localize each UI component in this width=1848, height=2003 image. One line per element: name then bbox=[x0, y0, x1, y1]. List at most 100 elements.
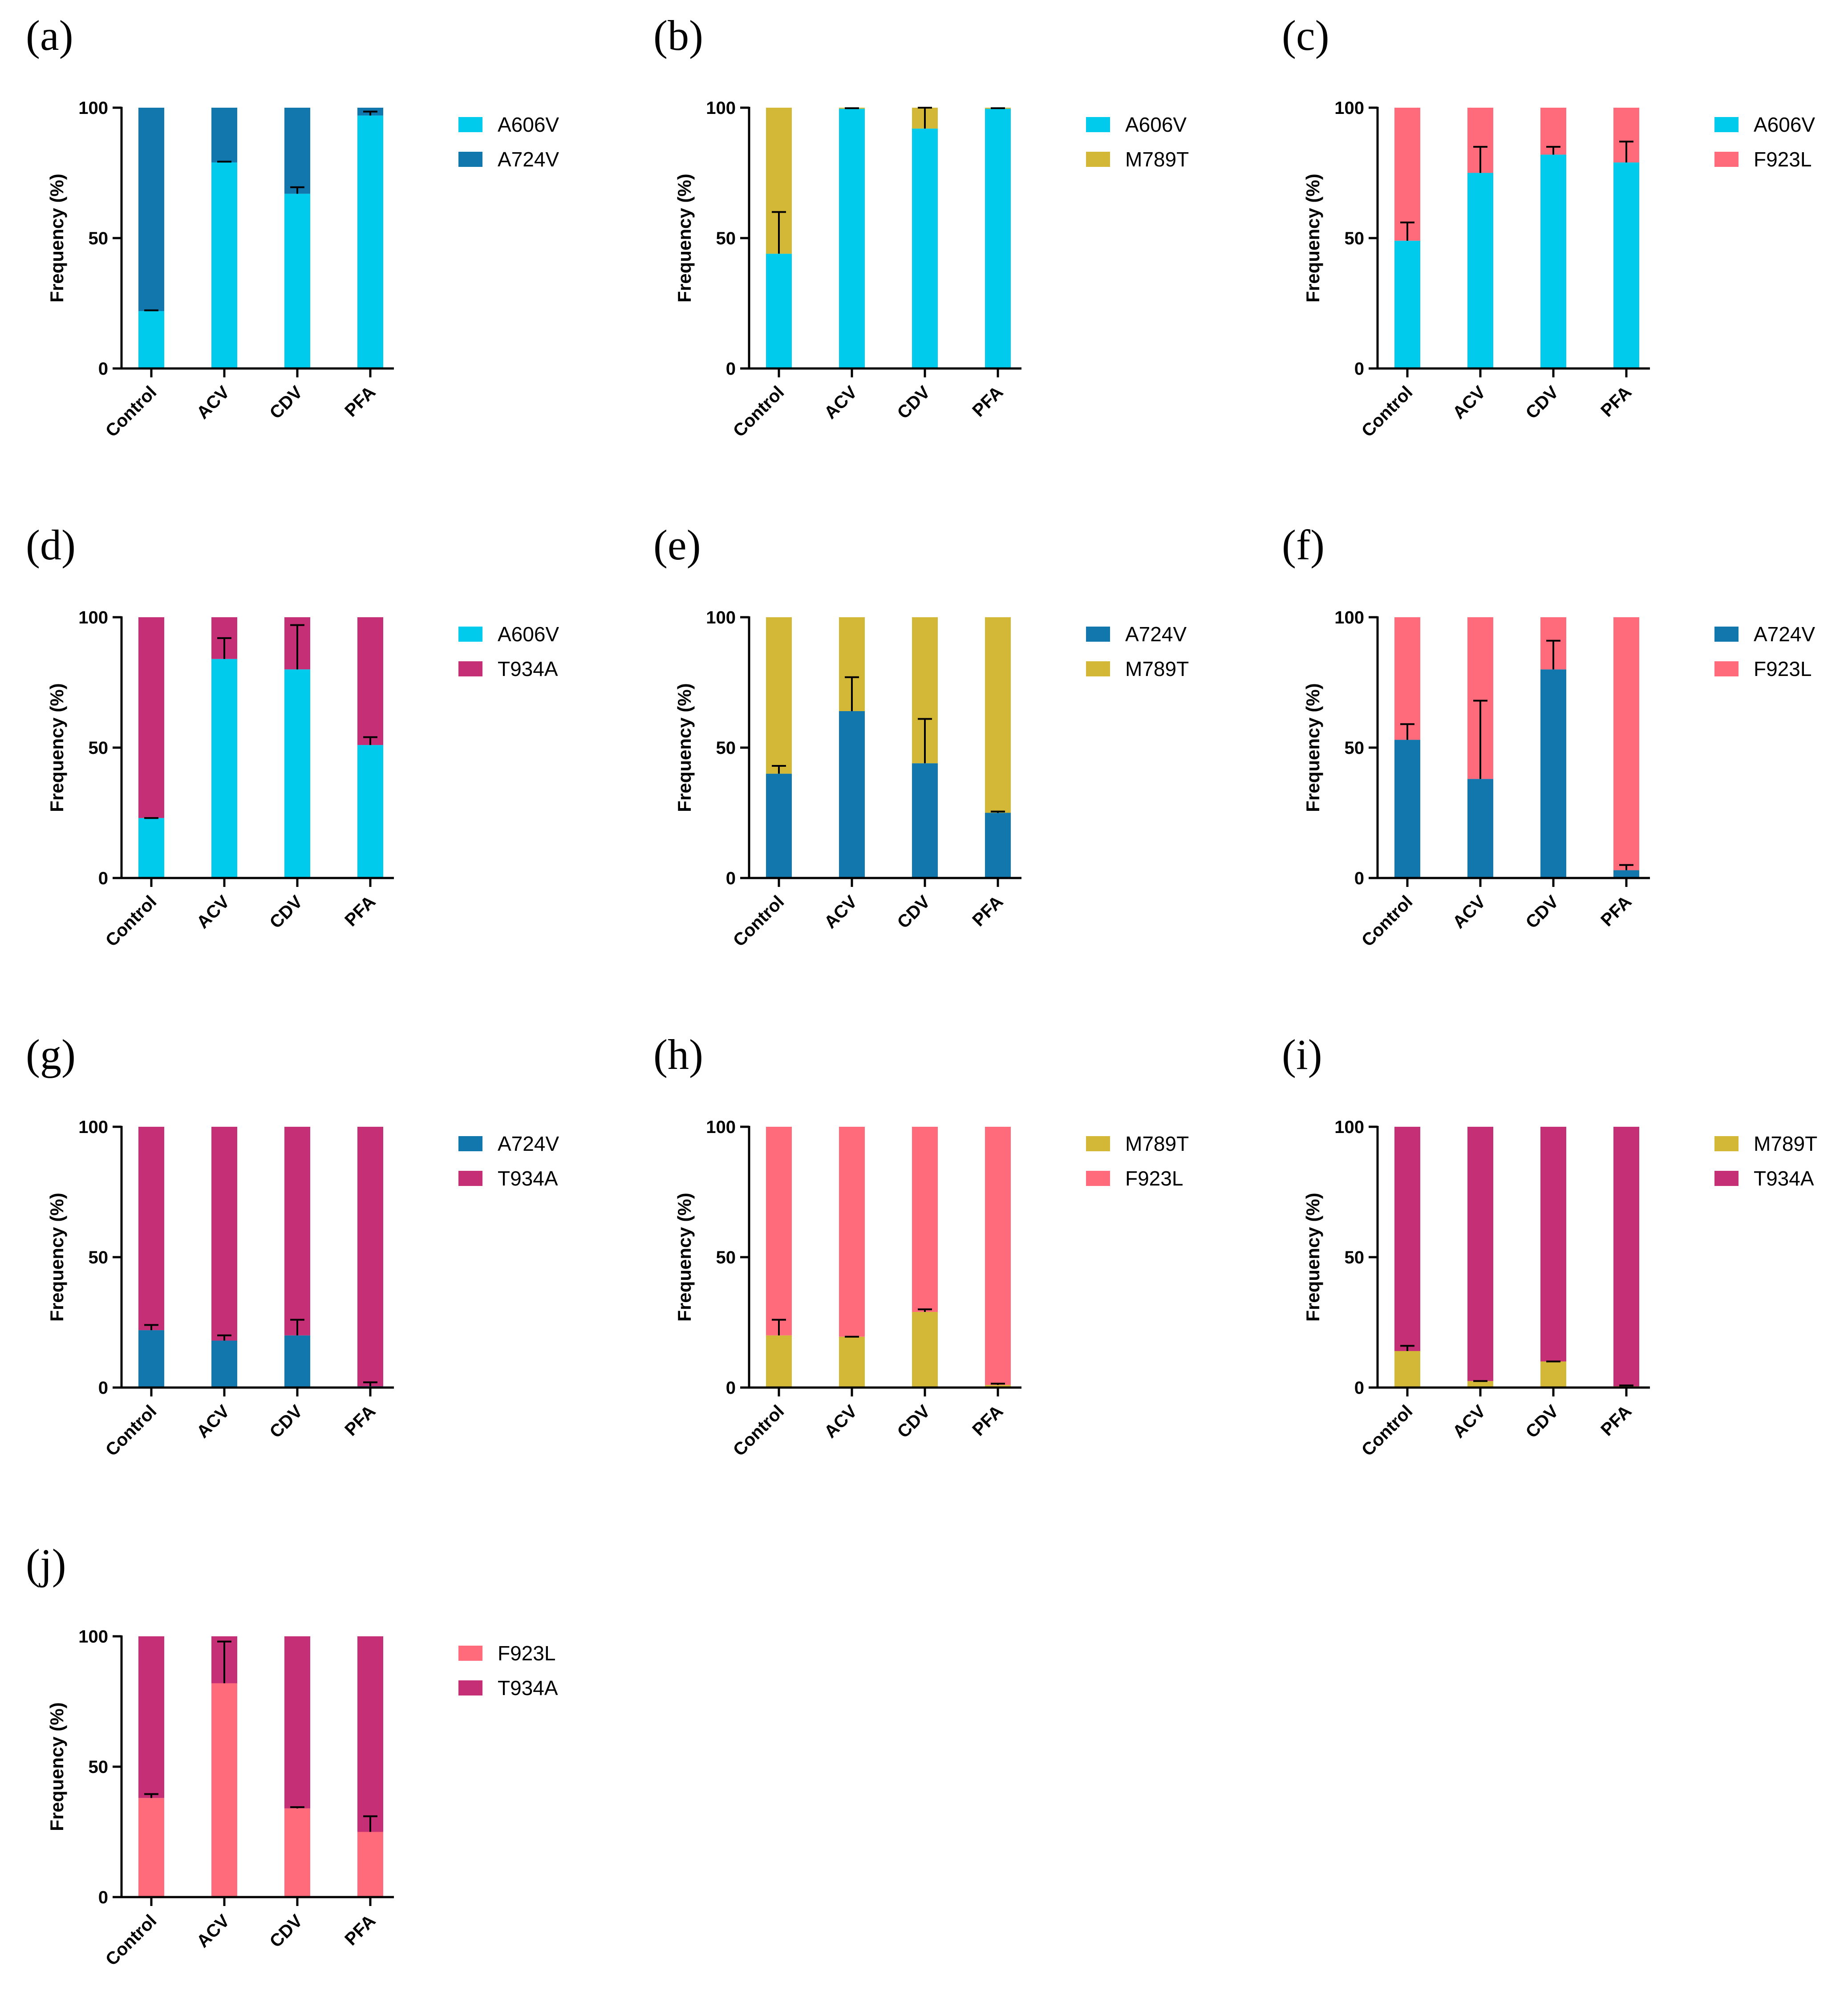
panel-label: (c) bbox=[1282, 12, 1329, 59]
y-tick-label: 50 bbox=[716, 738, 736, 758]
legend-label: A606V bbox=[1125, 113, 1187, 136]
bar-F923L-ACV bbox=[839, 1127, 865, 1337]
y-tick-label: 100 bbox=[1334, 608, 1364, 627]
x-tick-label: CDV bbox=[266, 1401, 307, 1442]
legend-label: A606V bbox=[498, 623, 559, 646]
y-axis-title: Frequency (%) bbox=[46, 683, 67, 812]
legend-swatch bbox=[458, 117, 482, 132]
x-tick-label: PFA bbox=[1597, 382, 1635, 421]
y-axis-title: Frequency (%) bbox=[1302, 683, 1323, 812]
x-tick-label: Control bbox=[102, 382, 161, 441]
bar-F923L-PFA bbox=[985, 1127, 1011, 1385]
bar-A724V-ACV bbox=[211, 1340, 237, 1388]
x-tick-label: PFA bbox=[341, 1911, 379, 1949]
legend-label: T934A bbox=[498, 657, 558, 680]
y-tick-label: 100 bbox=[706, 1117, 736, 1137]
legend-label: M789T bbox=[1125, 148, 1189, 171]
panel-label: (g) bbox=[26, 1031, 76, 1078]
x-tick-label: CDV bbox=[266, 892, 307, 932]
x-tick-label: Control bbox=[102, 1401, 161, 1460]
bar-A606V-CDV bbox=[1540, 154, 1566, 368]
bar-A606V-ACV bbox=[839, 109, 865, 368]
x-tick-label: ACV bbox=[193, 1911, 234, 1951]
y-axis-title: Frequency (%) bbox=[1302, 174, 1323, 302]
x-tick-label: Control bbox=[729, 1401, 788, 1460]
legend-swatch bbox=[458, 152, 482, 167]
legend-label: F923L bbox=[1754, 657, 1812, 680]
chart-panel: (c) 0 50 100 Control ACV CDV PFA Frequency (%) A6… bbox=[1282, 12, 1815, 441]
legend-label: T934A bbox=[498, 1676, 558, 1700]
bar-F923L-CDV bbox=[284, 1808, 310, 1897]
legend-swatch bbox=[458, 627, 482, 642]
x-tick-label: ACV bbox=[1449, 382, 1490, 423]
bar-M789T-Control bbox=[1394, 1351, 1420, 1388]
legend-label: A724V bbox=[498, 1132, 559, 1155]
legend-swatch bbox=[1714, 1136, 1739, 1151]
bar-M789T-CDV bbox=[1540, 1361, 1566, 1388]
y-tick-label: 0 bbox=[98, 869, 108, 888]
y-tick-label: 0 bbox=[98, 1888, 108, 1907]
bar-A724V-PFA bbox=[1613, 870, 1639, 878]
bar-A606V-Control bbox=[766, 254, 792, 368]
y-tick-label: 100 bbox=[78, 98, 108, 118]
x-tick-label: PFA bbox=[341, 382, 379, 421]
bar-T934A-CDV bbox=[1540, 1127, 1566, 1362]
panel-label: (h) bbox=[653, 1031, 703, 1078]
bar-A606V-Control bbox=[1394, 240, 1420, 368]
bar-M789T-Control bbox=[766, 1335, 792, 1388]
legend-label: M789T bbox=[1125, 657, 1189, 680]
x-tick-label: CDV bbox=[266, 382, 307, 423]
x-tick-label: ACV bbox=[821, 892, 861, 932]
bar-M789T-PFA bbox=[985, 1385, 1011, 1388]
y-axis-title: Frequency (%) bbox=[46, 1193, 67, 1321]
x-tick-label: ACV bbox=[1449, 1401, 1490, 1442]
chart-panel: (e) 0 50 100 Control ACV CDV PFA Frequency (%) A7… bbox=[653, 521, 1189, 951]
legend-swatch bbox=[1086, 1136, 1110, 1151]
legend-swatch bbox=[1714, 1171, 1739, 1186]
bar-A724V-Control bbox=[138, 108, 164, 312]
x-tick-label: PFA bbox=[969, 382, 1007, 421]
legend-swatch bbox=[1714, 117, 1739, 132]
bar-T934A-ACV bbox=[211, 1127, 237, 1341]
legend-label: M789T bbox=[1125, 1132, 1189, 1155]
y-tick-label: 50 bbox=[89, 1248, 109, 1267]
legend-label: T934A bbox=[498, 1167, 558, 1190]
bar-F923L-Control bbox=[766, 1127, 792, 1335]
x-tick-label: CDV bbox=[266, 1911, 307, 1951]
y-tick-label: 100 bbox=[1334, 1117, 1364, 1137]
x-tick-label: CDV bbox=[894, 1401, 934, 1442]
x-tick-label: ACV bbox=[193, 1401, 234, 1442]
bar-M789T-ACV bbox=[1467, 1381, 1493, 1388]
bar-A606V-PFA bbox=[357, 745, 383, 878]
bar-T934A-Control bbox=[138, 1127, 164, 1331]
y-tick-label: 0 bbox=[98, 1378, 108, 1398]
y-tick-label: 0 bbox=[98, 359, 108, 379]
x-tick-label: Control bbox=[1358, 1401, 1417, 1460]
bar-A606V-PFA bbox=[357, 115, 383, 369]
bar-A606V-CDV bbox=[284, 194, 310, 368]
panel-label: (f) bbox=[1282, 521, 1325, 569]
y-axis-title: Frequency (%) bbox=[46, 174, 67, 302]
x-tick-label: Control bbox=[102, 892, 161, 951]
bar-A724V-ACV bbox=[211, 108, 237, 163]
bar-A606V-ACV bbox=[211, 659, 237, 878]
panel-label: (e) bbox=[653, 521, 701, 569]
bar-M789T-PFA bbox=[985, 617, 1011, 813]
chart-panel: (g) 0 50 100 Control ACV CDV PFA Frequency (%) A7… bbox=[26, 1031, 559, 1460]
legend-label: A724V bbox=[1754, 623, 1815, 646]
bar-A724V-PFA bbox=[985, 813, 1011, 878]
bar-A606V-ACV bbox=[211, 162, 237, 368]
y-tick-label: 100 bbox=[1334, 98, 1364, 118]
x-tick-label: Control bbox=[729, 892, 788, 951]
legend-label: F923L bbox=[1125, 1167, 1183, 1190]
bar-M789T-ACV bbox=[839, 1336, 865, 1388]
legend-swatch bbox=[458, 1136, 482, 1151]
y-tick-label: 50 bbox=[716, 1248, 736, 1267]
y-tick-label: 0 bbox=[1354, 869, 1364, 888]
bar-T934A-ACV bbox=[1467, 1127, 1493, 1381]
chart-panel: (f) 0 50 100 Control ACV CDV PFA Frequency (%) A7… bbox=[1282, 521, 1815, 951]
bar-T934A-PFA bbox=[1613, 1127, 1639, 1387]
bar-F923L-ACV bbox=[211, 1683, 237, 1897]
y-tick-label: 50 bbox=[89, 738, 109, 758]
y-tick-label: 100 bbox=[78, 608, 108, 627]
